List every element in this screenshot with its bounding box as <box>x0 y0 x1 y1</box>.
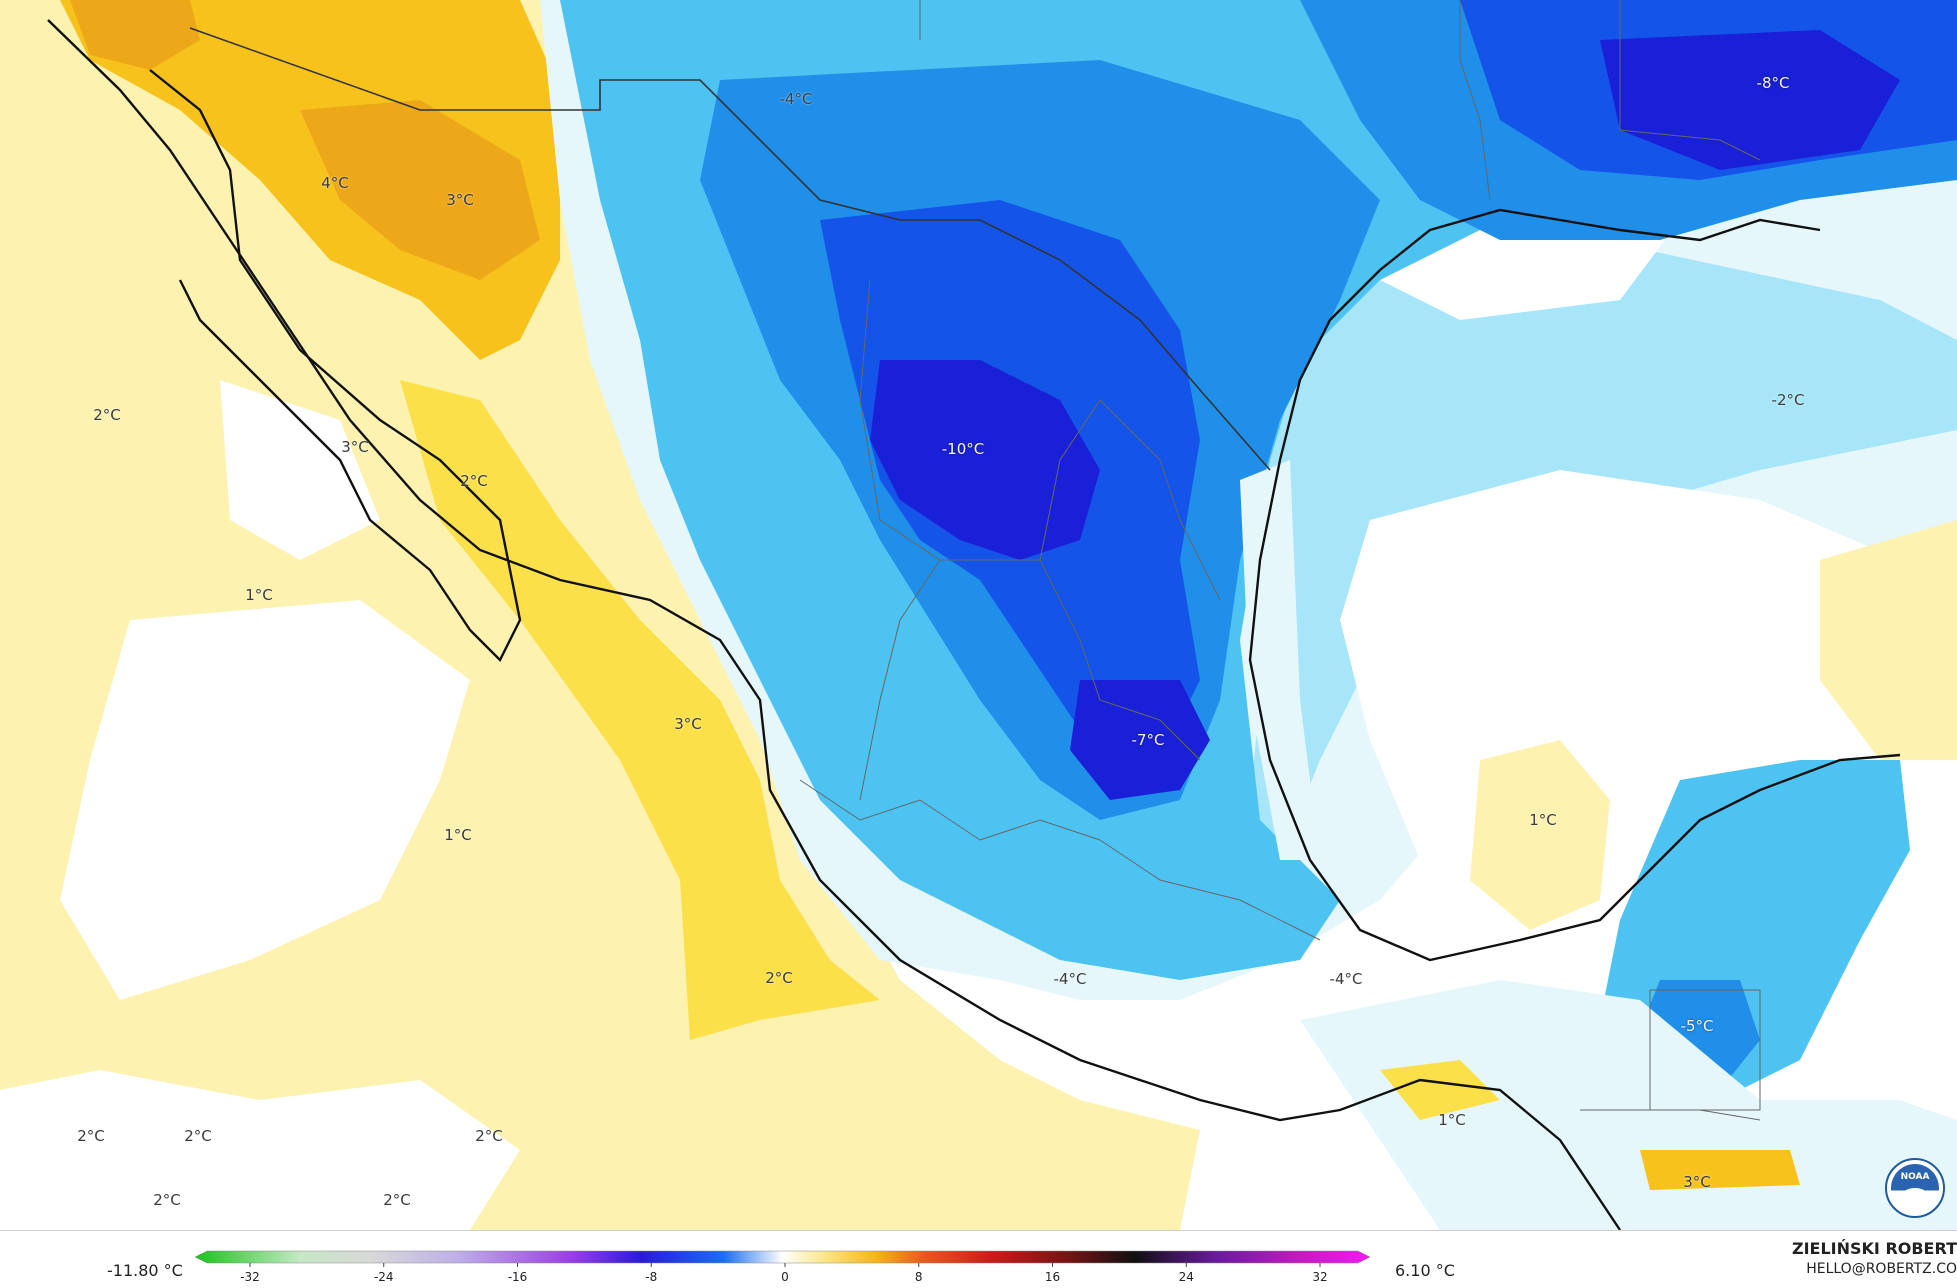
noaa-bird-icon <box>1903 1188 1927 1201</box>
pacific-neutral-patch <box>60 600 470 1000</box>
temp-label-yucatan: -5°C <box>1680 1017 1714 1035</box>
temp-label-gulf-california-north: 4°C <box>321 174 349 192</box>
temperature-anomaly-map[interactable]: 4°C 3°C 2°C 3°C 2°C 1°C 3°C 1°C 2°C 2°C … <box>0 0 1957 1230</box>
colorbar-tick-label: 32 <box>1312 1270 1327 1284</box>
texas-coastline <box>1278 208 1821 461</box>
temp-label-chiapas-coast: 1°C <box>1438 1111 1466 1129</box>
temp-label-pacific-jalisco: 3°C <box>674 715 702 733</box>
us-mexico-border <box>189 27 1271 471</box>
colorbar: -32 -24 -16 -8 0 8 16 24 32 <box>195 1250 1370 1284</box>
colorbar-ticks: -32 -24 -16 -8 0 8 16 24 32 <box>240 1263 1328 1284</box>
slp-deep-cold <box>1070 680 1210 800</box>
baja-coastline <box>149 69 522 663</box>
temp-label-gulf-east: -2°C <box>1771 391 1805 409</box>
temp-label-pacific-sw-1: 2°C <box>77 1127 105 1145</box>
temp-label-pacific-sw-5: 2°C <box>383 1191 411 1209</box>
noaa-logo-text: NOAA <box>1900 1172 1930 1182</box>
colorbar-tick-label: -8 <box>645 1270 657 1284</box>
colorbar-tick-label: 0 <box>781 1270 789 1284</box>
legend-footer: -11.80 °C - <box>0 1230 1957 1288</box>
atlantic-warm <box>1820 520 1957 760</box>
coastal-yellow-band <box>400 380 880 1040</box>
colorbar-tick-label: 16 <box>1045 1270 1060 1284</box>
pacific-neutral-patch-2 <box>0 1070 520 1230</box>
colorbar-tick-label: -32 <box>240 1270 260 1284</box>
temp-label-pacific-mid: 1°C <box>245 586 273 604</box>
temp-label-louisiana: -8°C <box>1756 74 1790 92</box>
temp-label-pacific-sw-4: 2°C <box>153 1191 181 1209</box>
colorbar-tick-label: 8 <box>915 1270 923 1284</box>
gulf-light-cyan <box>1240 240 1957 900</box>
gulf-coastline <box>1248 459 1901 962</box>
temp-label-pacific-sw-3: 2°C <box>475 1127 503 1145</box>
map-canvas <box>0 0 1957 1230</box>
credit-email: HELLO@ROBERTZ.CO <box>1806 1261 1957 1277</box>
chiapas-warm <box>1380 1060 1500 1120</box>
coahuila-deep-cold <box>870 360 1100 560</box>
temp-label-pacific-sw-2: 2°C <box>184 1127 212 1145</box>
colorbar-tick-label: 24 <box>1179 1270 1194 1284</box>
guatemala-warm <box>1640 1150 1800 1190</box>
colorbar-tick-label: -24 <box>374 1270 394 1284</box>
credit-name: ZIELIŃSKI ROBERT <box>1791 1239 1957 1258</box>
sonora-warm <box>60 0 560 360</box>
colorbar-tick-label: -16 <box>508 1270 528 1284</box>
temp-label-sonora: 3°C <box>446 191 474 209</box>
colorbar-strip <box>195 1250 1370 1264</box>
temp-label-pacific-west: 2°C <box>93 406 121 424</box>
temp-label-veracruz-south: -4°C <box>1329 970 1363 988</box>
gulf-warm-patch <box>1470 740 1610 930</box>
temp-label-pacific-south: 2°C <box>765 969 793 987</box>
temp-label-pacific-open: 1°C <box>444 826 472 844</box>
temp-label-san-luis-potosi: -7°C <box>1131 731 1165 749</box>
temp-label-coahuila: -10°C <box>941 440 985 458</box>
temp-label-guerrero: -4°C <box>1053 970 1087 988</box>
sonora-warm-core <box>300 100 540 280</box>
state-borders <box>799 0 1761 1121</box>
sonora-warm-core-2 <box>70 0 200 70</box>
temp-label-gulf-south: 1°C <box>1529 811 1557 829</box>
pacific-neutral-patch-3 <box>220 380 380 560</box>
temp-label-sinaloa-coast: 2°C <box>460 472 488 490</box>
temp-label-guatemala: 3°C <box>1683 1173 1711 1191</box>
temp-label-baja-sur: 3°C <box>341 438 369 456</box>
coastline <box>47 19 1621 1230</box>
noaa-logo: NOAA <box>1885 1158 1945 1218</box>
legend-min-value: -11.80 °C <box>107 1261 183 1280</box>
temp-label-texas-west: -4°C <box>779 90 813 108</box>
legend-max-value: 6.10 °C <box>1395 1261 1455 1280</box>
